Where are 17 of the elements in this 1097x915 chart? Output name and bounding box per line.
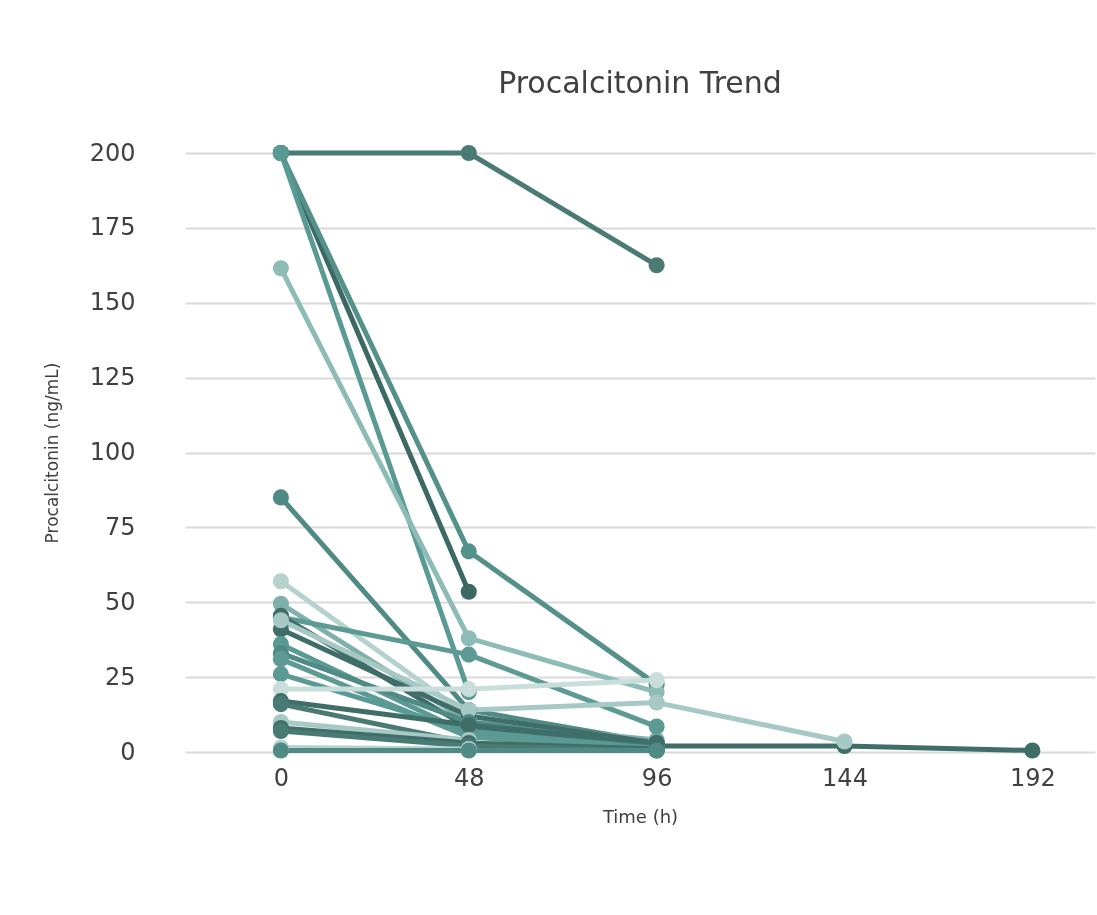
y-tick-label: 125 xyxy=(89,363,136,392)
y-tick-label: 50 xyxy=(104,587,136,616)
y-tick-label: 200 xyxy=(89,138,136,167)
x-axis-title: Time (h) xyxy=(601,805,679,827)
y-tick-label: 150 xyxy=(89,288,136,317)
x-tick-label: 192 xyxy=(1009,763,1056,792)
x-tick-label: 48 xyxy=(453,763,485,792)
y-tick-label: 25 xyxy=(104,662,136,691)
y-tick-label: 100 xyxy=(89,438,136,466)
y-tick-label: 175 xyxy=(89,213,136,242)
x-tick-label: 96 xyxy=(641,763,673,792)
x-tick-label: 144 xyxy=(822,763,868,792)
y-tick-label: 0 xyxy=(120,737,136,766)
y-tick-label: 75 xyxy=(104,512,136,541)
chart-title: Procalcitonin Trend xyxy=(498,65,782,100)
y-axis-title: Procalcitonin (ng/mL) xyxy=(41,362,62,544)
x-tick-label: 0 xyxy=(273,763,290,792)
